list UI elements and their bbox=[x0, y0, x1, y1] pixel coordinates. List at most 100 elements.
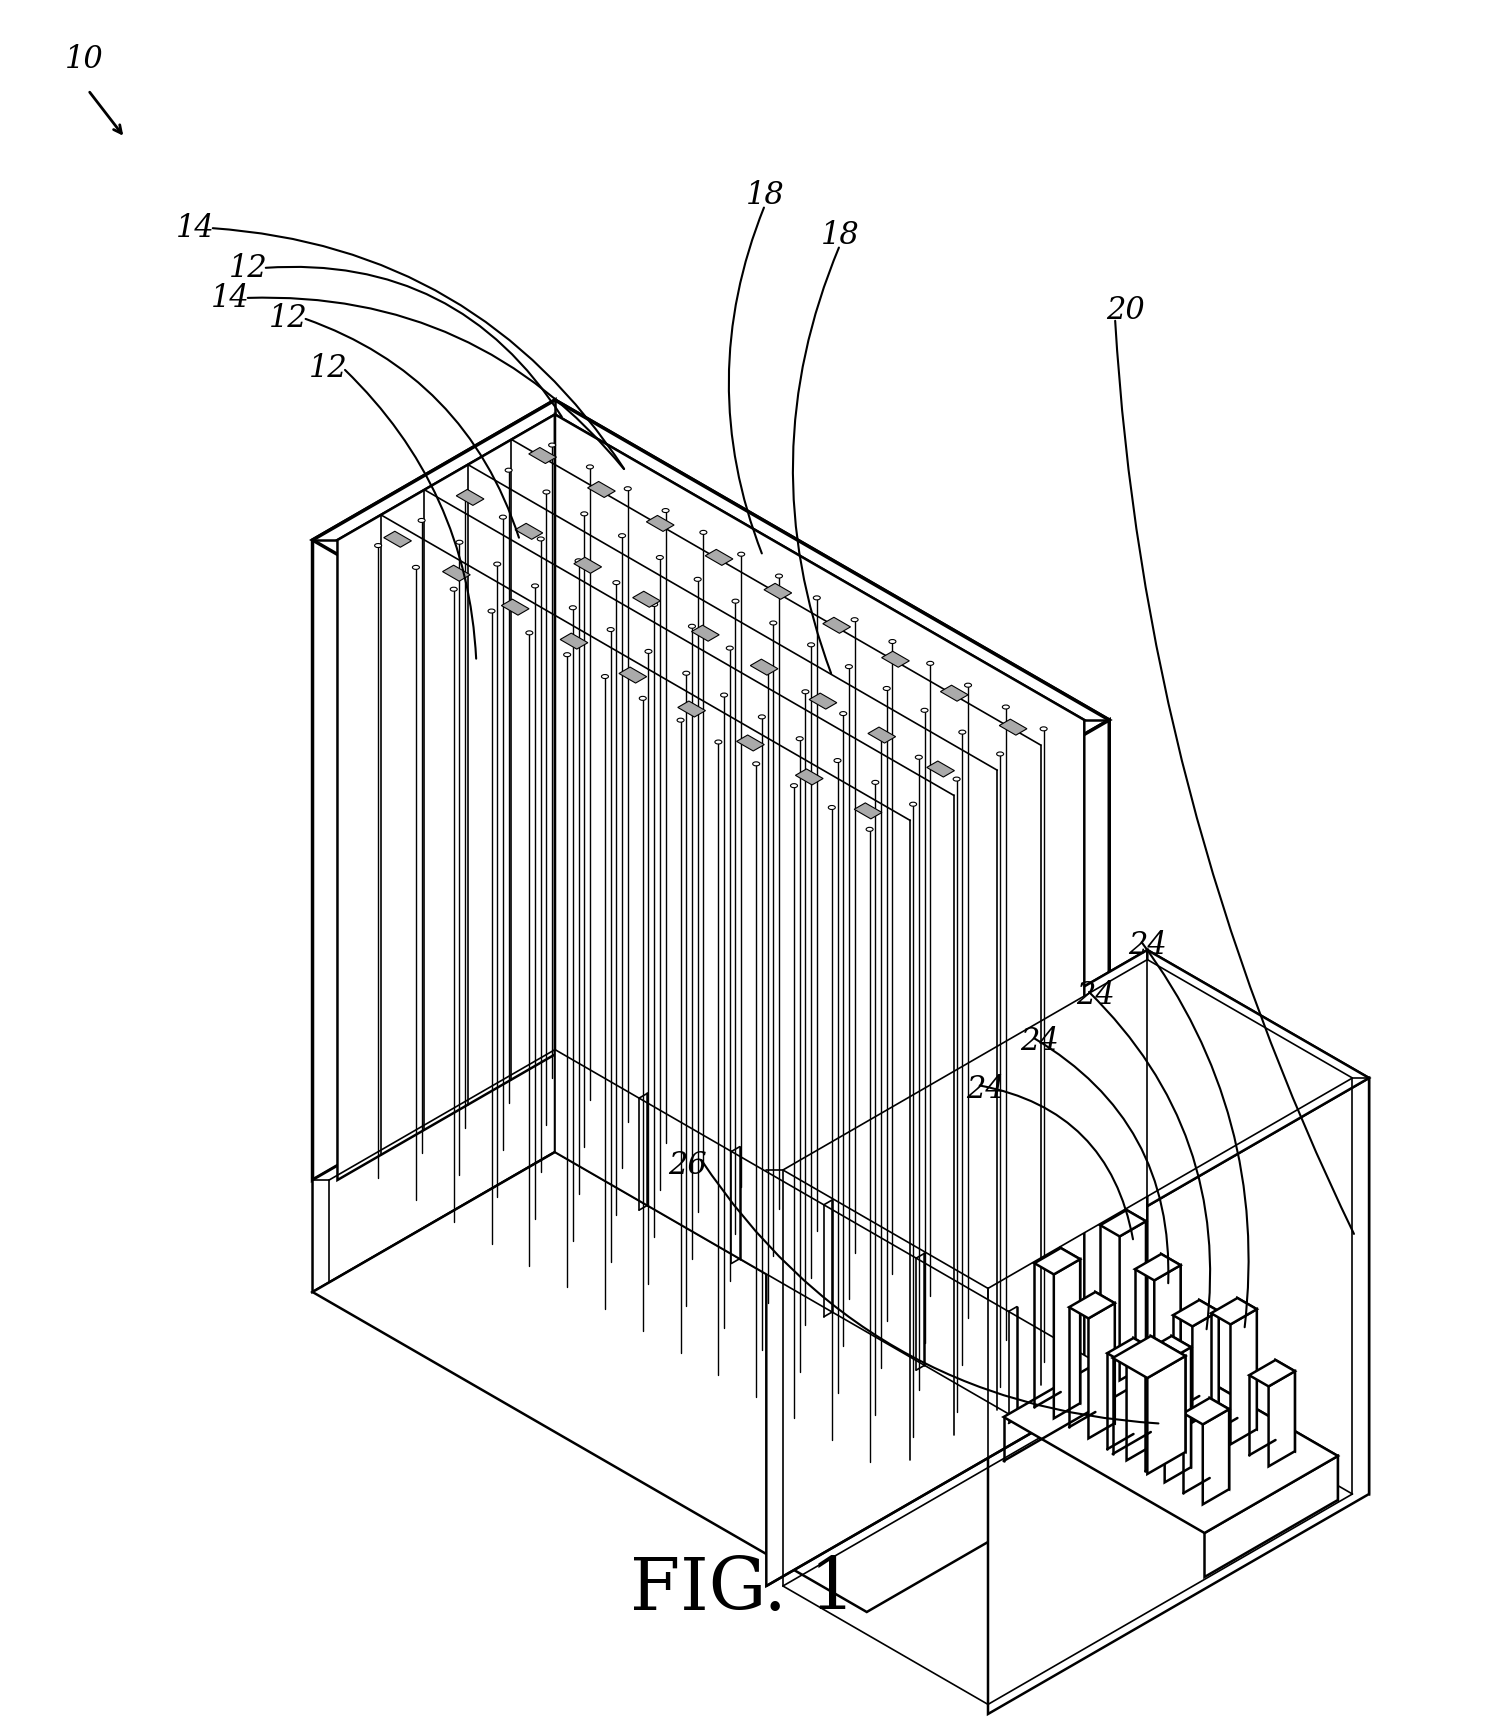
Polygon shape bbox=[312, 400, 1109, 860]
Polygon shape bbox=[705, 549, 733, 565]
Ellipse shape bbox=[1002, 706, 1010, 709]
Text: 18: 18 bbox=[745, 180, 784, 211]
Ellipse shape bbox=[813, 596, 821, 599]
Polygon shape bbox=[784, 960, 1352, 1288]
Polygon shape bbox=[1148, 950, 1370, 1494]
Polygon shape bbox=[384, 531, 412, 548]
Ellipse shape bbox=[996, 752, 1004, 755]
Ellipse shape bbox=[457, 541, 462, 544]
Ellipse shape bbox=[526, 630, 532, 635]
Polygon shape bbox=[1088, 1303, 1115, 1439]
Ellipse shape bbox=[846, 664, 852, 668]
Polygon shape bbox=[555, 1041, 1109, 1471]
Polygon shape bbox=[796, 769, 824, 785]
Polygon shape bbox=[1127, 1350, 1152, 1461]
Polygon shape bbox=[1120, 1221, 1146, 1380]
Polygon shape bbox=[926, 761, 955, 778]
Ellipse shape bbox=[721, 694, 727, 697]
Polygon shape bbox=[443, 565, 470, 580]
Polygon shape bbox=[647, 515, 674, 532]
Text: 20: 20 bbox=[1106, 295, 1145, 326]
Ellipse shape bbox=[920, 709, 928, 713]
Polygon shape bbox=[561, 634, 587, 649]
Ellipse shape bbox=[500, 515, 507, 519]
Ellipse shape bbox=[877, 733, 885, 737]
Ellipse shape bbox=[531, 584, 538, 587]
Polygon shape bbox=[1148, 1356, 1185, 1473]
Text: FIG. 1: FIG. 1 bbox=[630, 1554, 855, 1626]
Polygon shape bbox=[1060, 1248, 1080, 1403]
Polygon shape bbox=[632, 591, 660, 608]
Ellipse shape bbox=[570, 606, 577, 610]
Ellipse shape bbox=[581, 512, 587, 515]
Polygon shape bbox=[1210, 1398, 1230, 1489]
Polygon shape bbox=[854, 804, 882, 819]
Polygon shape bbox=[1210, 1298, 1257, 1324]
Polygon shape bbox=[1164, 1348, 1191, 1482]
Polygon shape bbox=[766, 950, 1148, 1587]
Ellipse shape bbox=[639, 697, 647, 701]
Polygon shape bbox=[1172, 1336, 1191, 1468]
Polygon shape bbox=[1151, 1336, 1185, 1453]
Polygon shape bbox=[1184, 1398, 1230, 1425]
Polygon shape bbox=[555, 1049, 1093, 1463]
Polygon shape bbox=[501, 599, 529, 615]
Ellipse shape bbox=[700, 531, 706, 534]
Ellipse shape bbox=[883, 687, 891, 690]
Ellipse shape bbox=[959, 730, 967, 735]
Text: 24: 24 bbox=[1129, 929, 1167, 960]
Polygon shape bbox=[1237, 1298, 1257, 1429]
Polygon shape bbox=[619, 668, 647, 683]
Text: 12: 12 bbox=[269, 302, 308, 333]
Ellipse shape bbox=[412, 565, 419, 570]
Ellipse shape bbox=[965, 683, 971, 687]
Polygon shape bbox=[809, 694, 837, 709]
Ellipse shape bbox=[613, 580, 620, 584]
Polygon shape bbox=[1249, 1360, 1295, 1386]
Polygon shape bbox=[822, 618, 851, 634]
Polygon shape bbox=[1268, 1372, 1295, 1466]
Ellipse shape bbox=[828, 805, 836, 809]
Polygon shape bbox=[1100, 1210, 1146, 1236]
Ellipse shape bbox=[776, 573, 782, 579]
Text: 12: 12 bbox=[309, 352, 348, 383]
Ellipse shape bbox=[549, 443, 556, 446]
Ellipse shape bbox=[834, 759, 842, 762]
Ellipse shape bbox=[656, 556, 663, 560]
Ellipse shape bbox=[889, 639, 895, 644]
Ellipse shape bbox=[732, 599, 739, 603]
Text: 24: 24 bbox=[965, 1075, 1004, 1106]
Ellipse shape bbox=[537, 537, 544, 541]
Polygon shape bbox=[1133, 1338, 1152, 1446]
Ellipse shape bbox=[651, 603, 657, 606]
Polygon shape bbox=[868, 726, 895, 743]
Ellipse shape bbox=[607, 628, 614, 632]
Ellipse shape bbox=[871, 781, 879, 785]
Ellipse shape bbox=[688, 625, 696, 628]
Ellipse shape bbox=[625, 486, 632, 491]
Ellipse shape bbox=[461, 493, 468, 498]
Ellipse shape bbox=[916, 755, 922, 759]
Ellipse shape bbox=[494, 561, 501, 567]
Text: 24: 24 bbox=[1075, 979, 1114, 1011]
Ellipse shape bbox=[575, 558, 581, 563]
Polygon shape bbox=[1204, 1456, 1338, 1576]
Polygon shape bbox=[574, 558, 602, 573]
Polygon shape bbox=[1145, 1336, 1191, 1362]
Ellipse shape bbox=[910, 802, 916, 807]
Ellipse shape bbox=[791, 783, 797, 788]
Ellipse shape bbox=[801, 690, 809, 694]
Text: 10: 10 bbox=[65, 45, 104, 76]
Polygon shape bbox=[338, 414, 555, 1180]
Polygon shape bbox=[1138, 1339, 1338, 1501]
Polygon shape bbox=[1004, 1339, 1338, 1533]
Polygon shape bbox=[1230, 1308, 1257, 1444]
Polygon shape bbox=[338, 414, 1084, 845]
Ellipse shape bbox=[865, 828, 873, 831]
Ellipse shape bbox=[758, 714, 766, 719]
Polygon shape bbox=[457, 489, 483, 505]
Polygon shape bbox=[1276, 1360, 1295, 1451]
Ellipse shape bbox=[752, 762, 760, 766]
Text: 14: 14 bbox=[211, 283, 250, 314]
Text: 14: 14 bbox=[175, 213, 214, 244]
